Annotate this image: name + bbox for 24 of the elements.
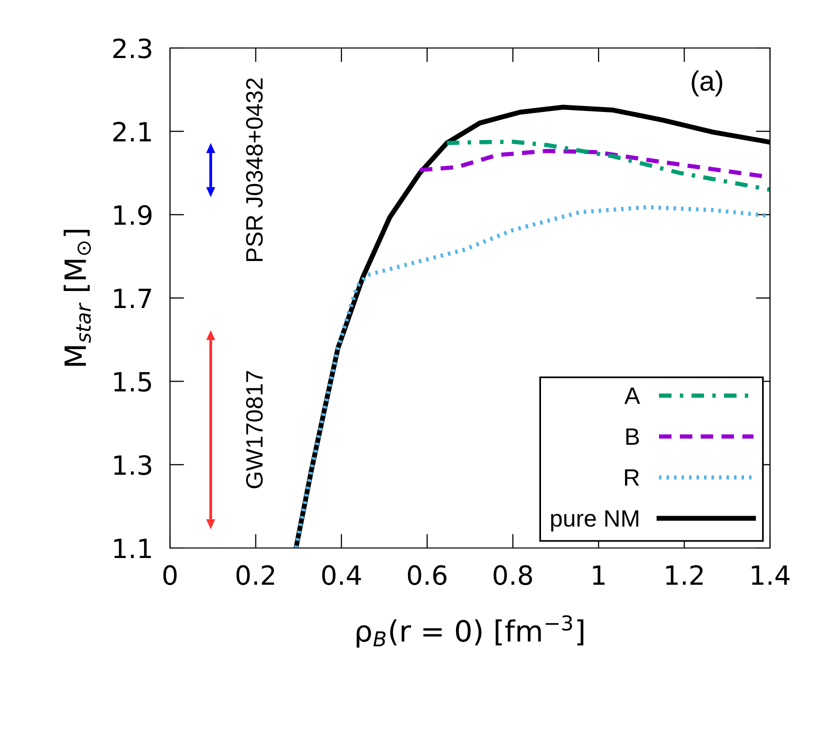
y-tick-label: 2.3 [113,38,152,58]
x-tick-label: 0.4 [322,565,361,586]
x-tick-label: 1.2 [666,565,703,585]
y-tick-label: 1.9 [114,205,152,226]
x-tick-label: 0.8 [494,565,532,586]
x-tick-label: 0 [163,565,177,586]
x-tick-label: 0.2 [236,565,274,586]
x-axis-title: ρ$_{B}$(r = 0) [fm$^{−3}$] [356,615,584,648]
y-tick-label: 1.3 [114,455,152,476]
legend-label: pure NM [551,510,638,532]
x-tick-label: 0.6 [408,565,446,586]
y-axis-title: M$_{star}$ [M$_{⊙}$] [64,230,91,366]
y-tick-label: 1.1 [114,538,151,558]
y-tick-label: 2.1 [113,122,151,142]
annotation: (a) [692,70,722,96]
legend-label: B [626,428,639,445]
annotation: GW170817 [246,371,263,488]
x-tick-label: 1 [593,565,605,585]
x-tick-label: 1.4 [752,565,790,585]
annotation: PSR J0348+0432 [246,78,263,262]
legend-label: R [625,469,640,486]
legend-label: A [624,388,640,404]
y-tick-label: 1.5 [114,372,152,392]
y-tick-label: 1.7 [114,288,152,308]
